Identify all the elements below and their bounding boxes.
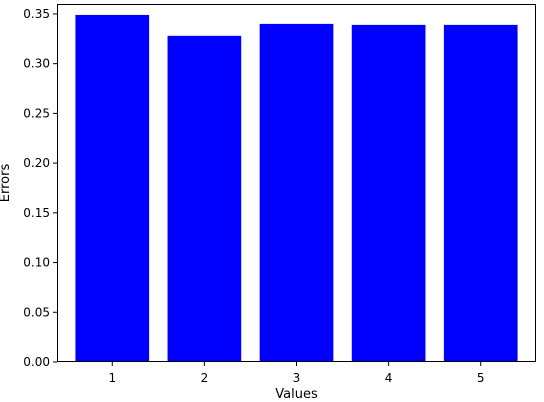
x-axis-ticks: 1 2 3 4 5 (108, 362, 485, 385)
bar-3 (259, 23, 334, 363)
bar-4 (351, 24, 426, 363)
y-tick-label: 0.10 (23, 256, 50, 270)
bar-5 (443, 24, 518, 363)
x-tick-label: 4 (385, 371, 393, 385)
y-axis-ticks: 0.00 0.05 0.10 0.15 0.20 0.25 0.30 0.35 (23, 7, 57, 369)
y-tick-label: 0.30 (23, 57, 50, 71)
y-tick-label: 0.15 (23, 206, 50, 220)
y-tick-label: 0.00 (23, 355, 50, 369)
y-tick-label: 0.35 (23, 7, 50, 21)
y-tick-label: 0.20 (23, 156, 50, 170)
y-axis-label: Errors (0, 164, 13, 203)
y-tick-label: 0.25 (23, 106, 50, 120)
x-axis-label: Values (275, 387, 318, 402)
bars-group (75, 14, 518, 363)
bar-1 (75, 14, 150, 362)
bar-2 (167, 35, 242, 362)
x-tick-label: 2 (201, 371, 209, 385)
x-tick-label: 5 (477, 371, 485, 385)
x-tick-label: 3 (293, 371, 301, 385)
plot-frame (57, 4, 536, 362)
y-tick-label: 0.05 (23, 305, 50, 319)
x-tick-label: 1 (108, 371, 116, 385)
